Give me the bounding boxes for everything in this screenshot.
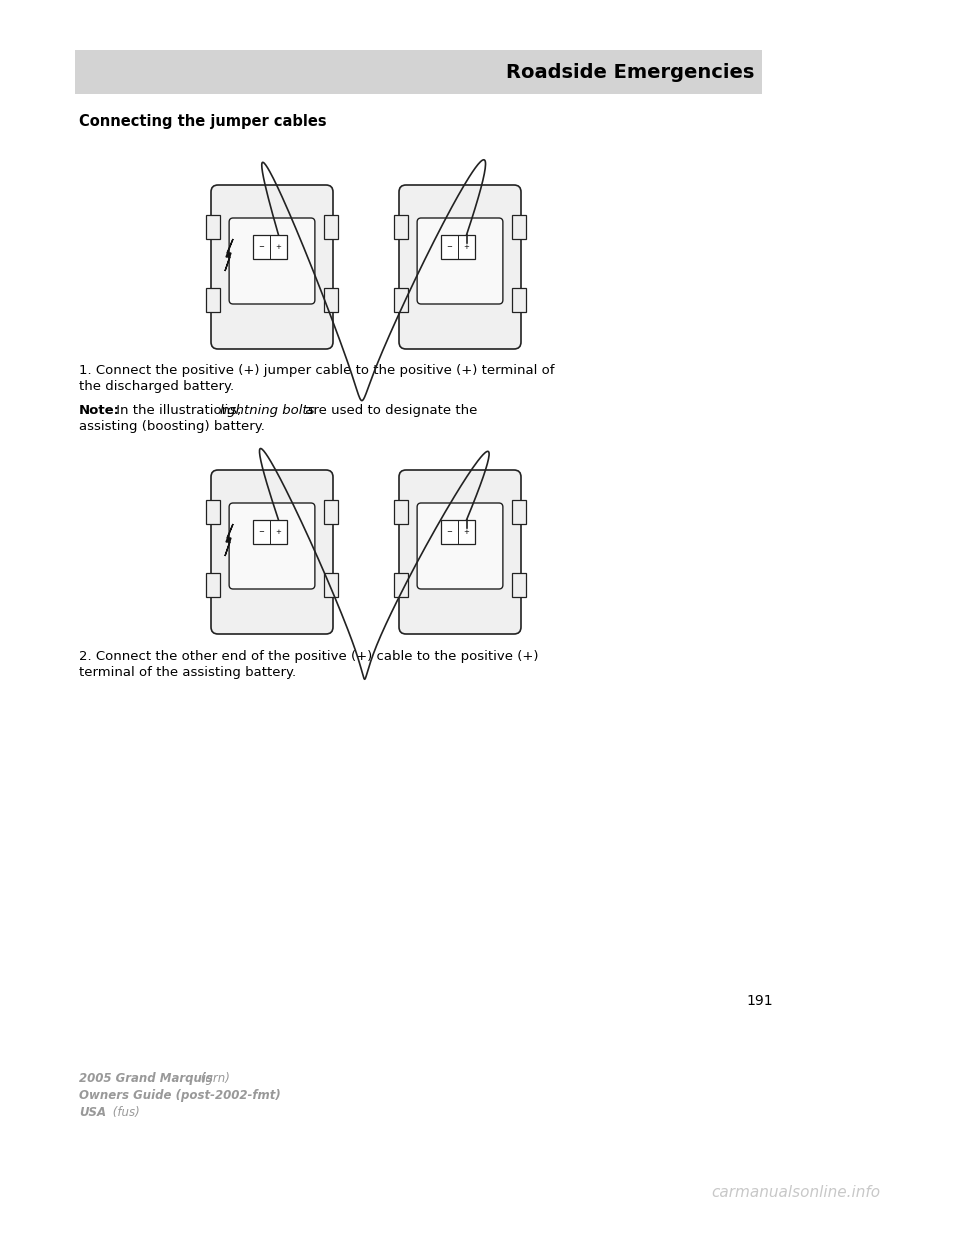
Text: lightning bolts: lightning bolts <box>220 404 315 417</box>
Bar <box>324 499 338 523</box>
Polygon shape <box>225 524 233 556</box>
Bar <box>394 288 408 312</box>
FancyBboxPatch shape <box>229 219 315 304</box>
Text: −: − <box>258 243 264 250</box>
Text: (fus): (fus) <box>109 1105 140 1119</box>
Bar <box>441 520 475 544</box>
Bar <box>394 499 408 523</box>
Text: −: − <box>446 243 452 250</box>
FancyBboxPatch shape <box>211 185 333 349</box>
Text: USA: USA <box>79 1105 107 1119</box>
Text: +: + <box>276 243 281 250</box>
Bar <box>206 215 220 238</box>
Bar <box>512 573 526 597</box>
FancyBboxPatch shape <box>211 469 333 633</box>
Bar <box>324 288 338 312</box>
Text: (grn): (grn) <box>197 1072 229 1086</box>
Text: Roadside Emergencies: Roadside Emergencies <box>506 62 754 82</box>
Bar <box>206 573 220 597</box>
Bar <box>324 215 338 238</box>
Bar <box>512 288 526 312</box>
FancyBboxPatch shape <box>229 503 315 589</box>
Bar <box>206 288 220 312</box>
Text: are used to designate the: are used to designate the <box>301 404 477 417</box>
Text: Note:: Note: <box>79 404 120 417</box>
Polygon shape <box>225 238 233 271</box>
FancyBboxPatch shape <box>417 503 503 589</box>
FancyBboxPatch shape <box>399 469 521 633</box>
Text: +: + <box>464 529 469 535</box>
Text: −: − <box>258 529 264 535</box>
Text: the discharged battery.: the discharged battery. <box>79 380 234 392</box>
Text: +: + <box>464 243 469 250</box>
Text: 191: 191 <box>747 994 774 1009</box>
Bar <box>324 573 338 597</box>
Text: Owners Guide (post-2002-fmt): Owners Guide (post-2002-fmt) <box>79 1089 280 1102</box>
Bar <box>253 520 287 544</box>
Text: Connecting the jumper cables: Connecting the jumper cables <box>79 114 326 129</box>
Text: 1. Connect the positive (+) jumper cable to the positive (+) terminal of: 1. Connect the positive (+) jumper cable… <box>79 364 555 378</box>
FancyBboxPatch shape <box>399 185 521 349</box>
Text: 2005 Grand Marquis: 2005 Grand Marquis <box>79 1072 213 1086</box>
Text: 2. Connect the other end of the positive (+) cable to the positive (+): 2. Connect the other end of the positive… <box>79 650 539 663</box>
FancyBboxPatch shape <box>417 219 503 304</box>
Bar <box>512 215 526 238</box>
Bar <box>75 50 762 94</box>
Bar <box>253 235 287 260</box>
Bar <box>441 235 475 260</box>
Text: carmanualsonline.info: carmanualsonline.info <box>710 1185 880 1200</box>
Text: terminal of the assisting battery.: terminal of the assisting battery. <box>79 666 296 679</box>
Bar <box>394 215 408 238</box>
Bar <box>512 499 526 523</box>
Bar <box>206 499 220 523</box>
Text: assisting (boosting) battery.: assisting (boosting) battery. <box>79 420 265 433</box>
Text: +: + <box>276 529 281 535</box>
Text: −: − <box>446 529 452 535</box>
Bar <box>394 573 408 597</box>
Text: In the illustrations,: In the illustrations, <box>112 404 246 417</box>
